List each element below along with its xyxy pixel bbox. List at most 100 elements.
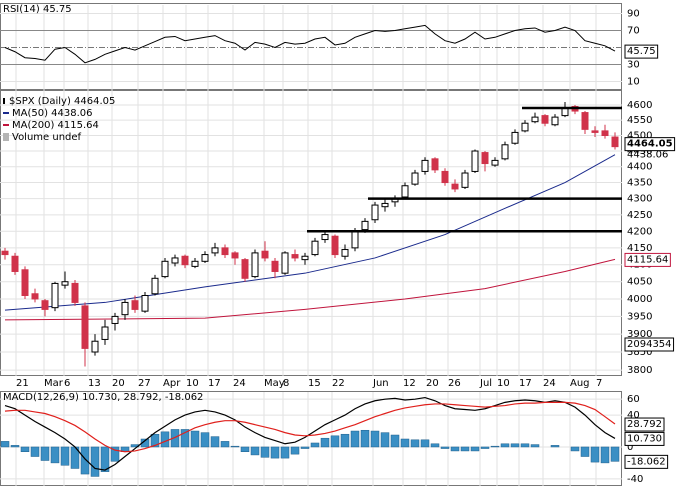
candle-body [421,159,429,172]
candle-body [41,300,49,310]
histogram-bar [400,438,410,448]
y-tick-label: 3800 [627,365,652,376]
x-tick-label: 26 [448,378,461,389]
x-tick-label: 10 [497,378,510,389]
value-label-box [624,252,671,267]
value-label-box [624,431,665,446]
x-tick-label: 20 [426,378,439,389]
candle-body [221,247,229,256]
candle-body [201,254,209,262]
candle-body [311,240,319,256]
candle-body [441,170,449,184]
candle-body [431,158,439,171]
histogram-bar [500,443,510,448]
overlay-legend: MA(50) 4438.06 [12,108,93,119]
y-tick-label: 30 [627,60,640,71]
rsi-line [4,24,616,64]
candle-body [301,255,309,261]
candle-body [211,247,219,254]
histogram-bar [610,446,620,462]
x-tick-label: 24 [543,378,556,389]
histogram-bar [250,446,260,456]
histogram-bar [220,441,230,448]
value-label-box [624,44,659,59]
x-tick-label: 13 [88,378,101,389]
candle-body [241,259,249,279]
y-tick-label: 3850 [627,347,652,358]
legend-icon [3,98,5,104]
x-tick-label: 21 [16,378,29,389]
candle-body [291,254,299,259]
y-tick-label: 60 [627,394,640,405]
y-tick-label: 3950 [627,311,652,322]
volume-legend: Volume undef [12,132,82,143]
candle-body [611,136,619,148]
histogram-bar [600,446,610,464]
histogram-bar [590,446,600,463]
histogram-bar [390,434,400,448]
histogram-bar [40,446,50,461]
y-tick-label: 4550 [627,115,652,126]
x-tick-label: Jul [479,378,492,389]
candle-body [511,131,519,144]
histogram-bar [370,430,380,448]
y-tick-label: 4400 [627,162,652,173]
histogram-bar [170,429,180,448]
y-tick-label: 70 [627,26,640,37]
value-label: 10.730 [627,433,662,444]
histogram-bar [60,446,70,466]
candle-body [531,116,539,123]
histogram-bar [90,446,100,477]
value-label: 28.792 [627,419,662,430]
candle-body [331,235,339,256]
candle-body [111,315,119,324]
histogram-bar [340,433,350,448]
x-tick-label: 12 [403,378,416,389]
histogram-bar [160,431,170,448]
x-tick-label: 15 [308,378,321,389]
histogram-bar [380,432,390,448]
candle-body [491,159,499,166]
x-tick-label: Apr [163,378,181,389]
macd-line [4,401,616,453]
histogram-bar [310,442,320,448]
y-tick-label: 4350 [627,178,652,189]
rsi-legend: RSI(14) 45.75 [3,4,72,15]
candle-body [381,202,389,208]
histogram-bar [520,443,530,448]
histogram-bar [330,435,340,448]
overlay-legend: MA(200) 4115.64 [12,120,99,131]
y-tick-label: 4300 [627,194,652,205]
candle-body [271,260,279,272]
histogram-bar [30,446,40,457]
candle-body [451,183,459,190]
candle-body [461,172,469,188]
histogram-bar [200,432,210,448]
value-label: 4464.05 [627,139,673,150]
x-tick-label: 6 [64,378,70,389]
histogram-bar [290,446,300,455]
value-label-box [624,337,675,352]
y-tick-label: 4250 [627,210,652,221]
candle-body [371,204,379,221]
histogram-bar [360,429,370,448]
candle-body [141,294,149,312]
x-tick-label: 22 [332,378,345,389]
histogram-bar [140,438,150,448]
y-tick-label: 4600 [627,100,652,111]
histogram-bar [240,446,250,452]
histogram-bar [440,446,450,449]
candle-body [401,185,409,198]
candle-body [231,252,239,259]
candle-body [521,122,529,132]
value-label: 2094354 [627,339,672,350]
candle-body [261,250,269,259]
value-label-box [624,137,676,152]
legend-icon [3,133,9,141]
x-tick-label: May [264,378,285,389]
candle-body [121,301,129,316]
grid [0,5,622,486]
value-label: -18.062 [627,456,666,467]
y-tick-label: -40 [627,474,643,485]
histogram-bar [0,441,10,448]
